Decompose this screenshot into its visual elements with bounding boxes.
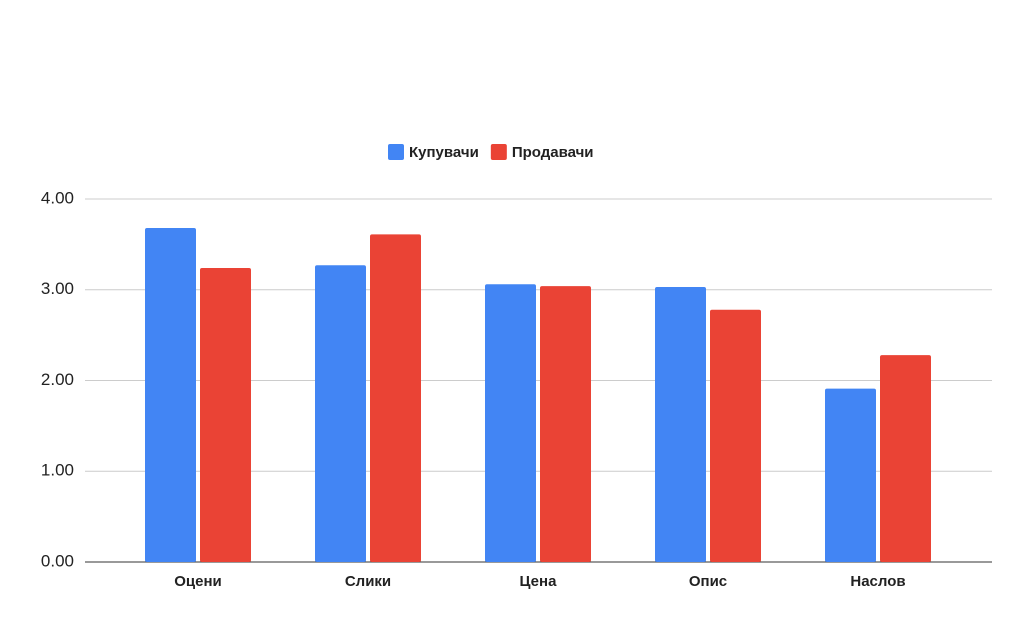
bar: [540, 286, 591, 562]
legend-swatch: [388, 144, 404, 160]
x-tick-label: Слики: [345, 573, 391, 590]
bar: [710, 309, 761, 562]
bar: [655, 287, 706, 562]
bar: [370, 234, 421, 562]
bar: [315, 265, 366, 562]
legend-label: Продавачи: [512, 144, 594, 161]
legend-label: Купувачи: [409, 144, 479, 161]
y-tick-label: 4.00: [41, 188, 74, 207]
x-tick-label: Оцени: [174, 573, 222, 590]
bar: [485, 284, 536, 562]
legend-swatch: [490, 144, 507, 160]
bar: [200, 267, 251, 562]
bar: [825, 388, 876, 562]
y-tick-label: 0.00: [41, 551, 74, 570]
y-tick-label: 3.00: [41, 279, 74, 298]
bar: [145, 228, 196, 563]
y-tick-label: 1.00: [41, 461, 74, 480]
x-tick-label: Цена: [520, 573, 558, 590]
y-tick-label: 2.00: [41, 370, 74, 389]
bar: [880, 355, 931, 562]
x-tick-label: Наслов: [850, 573, 905, 590]
x-tick-label: Опис: [689, 573, 727, 590]
